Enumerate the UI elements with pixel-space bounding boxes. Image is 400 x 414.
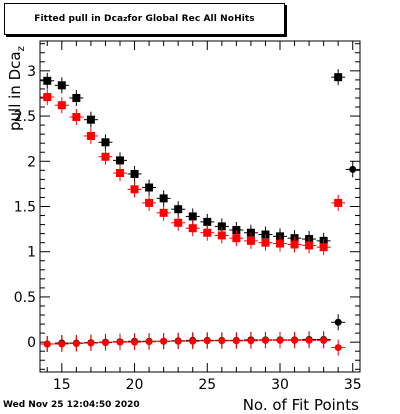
data-point-square [319,243,328,252]
data-point-square [57,81,66,90]
x-tick-label: 15 [53,377,71,393]
data-point-circle [276,336,284,344]
data-point-square [86,115,95,124]
chart-title-subscript: z [123,15,128,23]
x-tick-label: 35 [344,377,362,393]
data-point-square [232,234,241,243]
chart-title-suffix: for Global Rec All NoHits [127,14,255,24]
data-point-square [217,231,226,240]
data-point-square [116,169,124,178]
data-point-square [174,205,183,214]
data-point-circle [203,337,211,345]
data-point-circle [43,340,51,348]
data-point-square [217,222,226,231]
data-point-square [174,218,183,227]
data-point-circle [131,338,139,346]
data-point-square [145,183,154,192]
y-axis-label-subscript: z [16,46,27,51]
data-point-square [232,226,241,235]
data-point-circle [72,340,80,348]
data-point-circle [189,337,197,345]
data-point-square [276,239,284,248]
data-point-square [130,185,139,194]
data-point-square [305,241,314,250]
y-axis-label-prefix: pull in Dca [6,51,24,131]
data-point-square [101,138,110,147]
plot-frame [39,40,361,373]
y-tick-label: 0 [27,335,36,351]
y-axis-label: pull in Dcaz [6,46,27,131]
data-point-circle [87,339,95,347]
data-point-square [43,76,52,85]
data-point-square [261,238,270,247]
data-point-square [203,217,212,226]
data-point-square [72,93,81,102]
chart-title-prefix: Fitted pull in Dca [34,14,124,24]
y-tick-label: 0.5 [14,290,36,306]
data-point-circle [160,337,168,345]
data-point-circle [58,340,66,348]
y-tick-label: 2 [27,154,36,170]
y-tick-label: 1 [27,245,36,261]
data-point-circle [101,339,109,347]
x-axis-label: No. of Fit Points [243,396,359,414]
data-point-square [159,194,168,203]
data-point-circle [305,336,313,344]
data-point-circle [334,318,342,326]
data-point-square [246,228,255,237]
data-point-square [261,230,270,239]
data-point-circle [145,338,153,346]
data-point-circle [291,336,299,344]
data-point-square [101,152,110,161]
data-point-circle [116,338,124,346]
data-point-circle [218,337,226,345]
data-point-square [130,169,139,178]
x-tick-label: 20 [126,377,144,393]
data-point-square [203,228,212,237]
data-point-square [86,131,95,140]
chart-title: Fitted pull in Dca z for Global Rec All N… [4,3,285,35]
x-tick-label: 25 [198,377,216,393]
data-point-square [188,212,197,221]
data-markers [40,69,360,356]
data-point-square [43,93,52,102]
data-point-square [145,198,154,207]
data-point-square [334,198,343,207]
data-point-circle [174,337,182,345]
data-point-square [246,236,255,245]
data-point-circle [320,336,328,344]
axes: 15 20 25 30 35 0 0.5 1 1.5 2 2.5 3 [14,40,362,393]
data-point-circle [349,165,357,173]
data-point-square [72,112,81,121]
y-tick-label: 1.5 [14,200,36,216]
data-point-square [116,156,124,165]
x-tick-label: 30 [271,377,289,393]
data-point-square [188,224,197,233]
y-tick-label: 2.5 [14,109,36,125]
data-point-circle [247,337,255,345]
timestamp: Wed Nov 25 12:04:50 2020 [3,400,140,410]
data-point-square [290,240,299,249]
data-point-square [159,208,168,217]
data-point-square [57,101,66,110]
data-point-square [334,73,343,82]
y-tick-label: 3 [27,64,36,80]
data-point-circle [334,344,342,352]
data-point-circle [232,337,240,345]
data-point-circle [261,336,269,344]
